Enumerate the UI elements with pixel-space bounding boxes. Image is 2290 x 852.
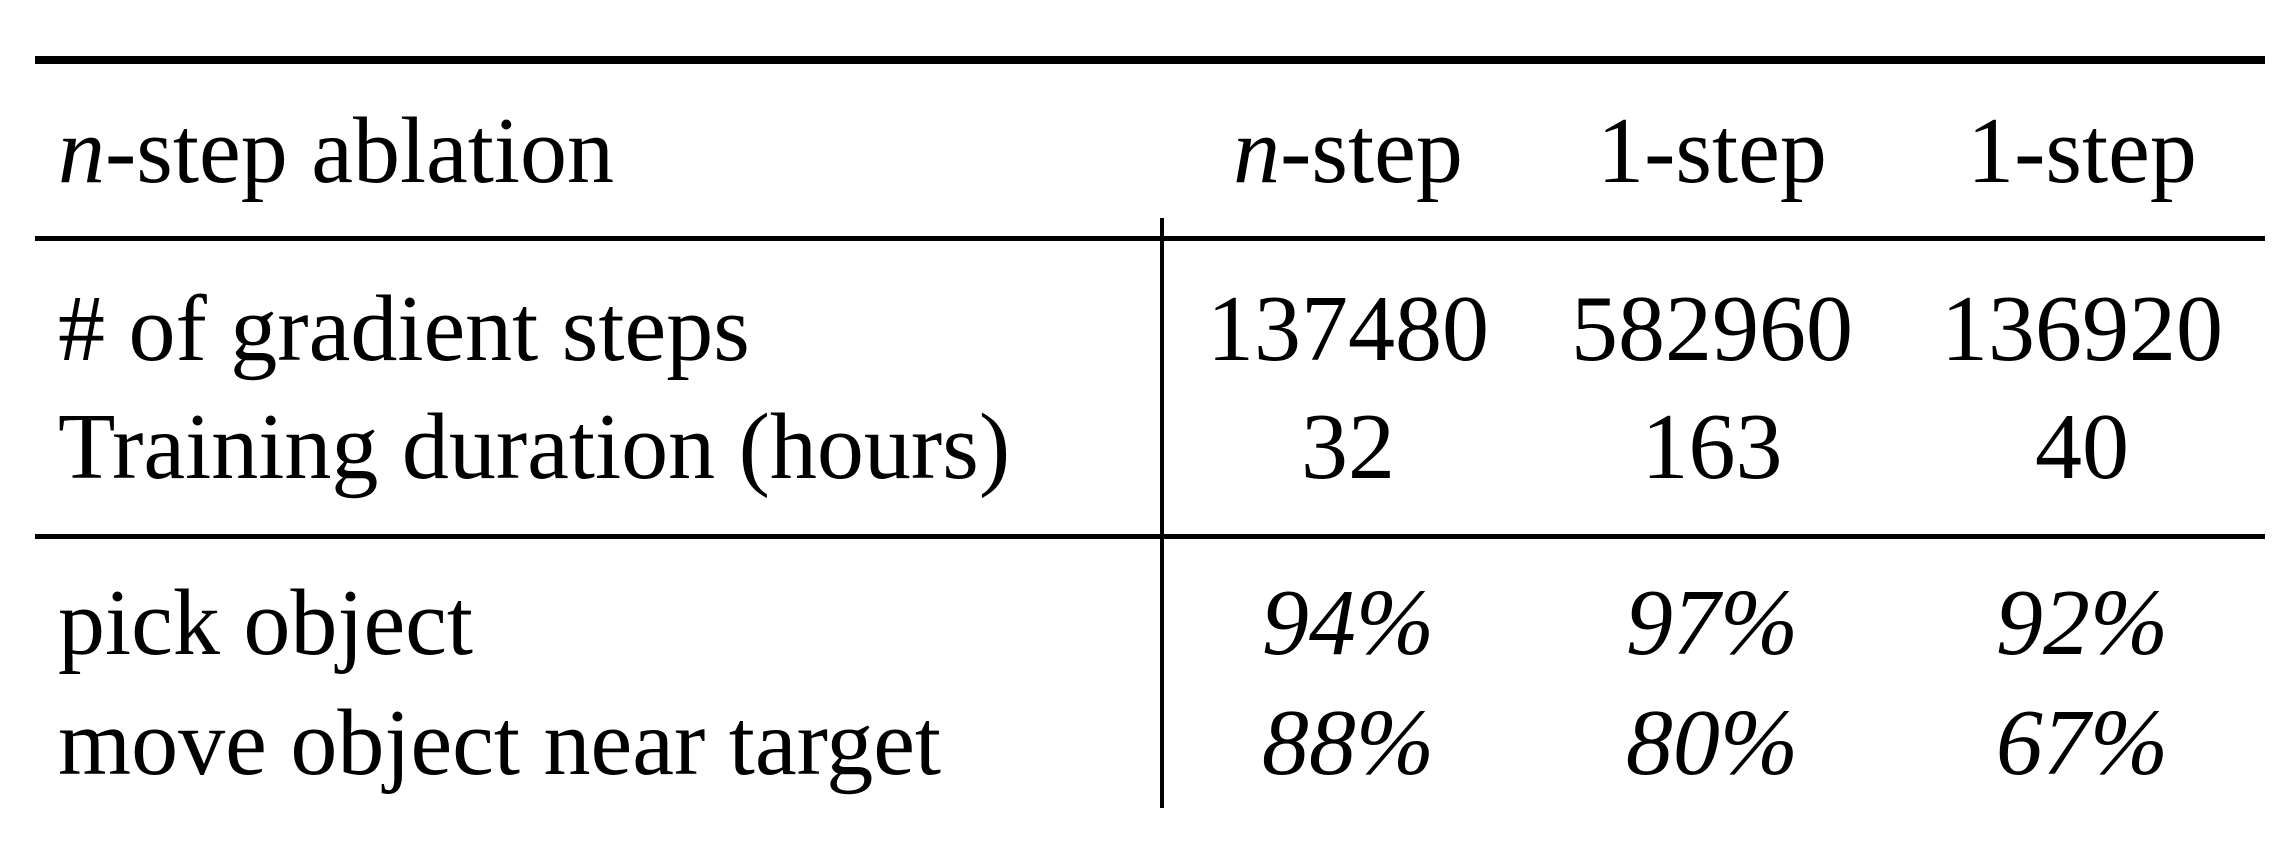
column-header-3: 1-step bbox=[1912, 104, 2252, 198]
row-label-training-duration: Training duration (hours) bbox=[58, 395, 1011, 499]
cell-pick-object-col3: 92% bbox=[1995, 571, 2169, 675]
row-label-gradient-steps: # of gradient steps bbox=[58, 277, 750, 381]
cell-training-duration-col2: 163 bbox=[1641, 395, 1783, 499]
cell-gradient-steps-col3: 136920 bbox=[1941, 277, 2223, 381]
table-header-rule bbox=[35, 236, 2265, 241]
table-top-rule bbox=[35, 56, 2265, 64]
cell-training-duration-col3: 40 bbox=[2035, 395, 2129, 499]
cell-pick-object-col1: 94% bbox=[1261, 571, 1435, 675]
cell-pick-object-col2: 97% bbox=[1625, 571, 1799, 675]
table-column-divider bbox=[1160, 218, 1164, 808]
cell-move-object-col3: 67% bbox=[1995, 691, 2169, 795]
cell-move-object-col2: 80% bbox=[1625, 691, 1799, 795]
row-label-pick-object: pick object bbox=[58, 571, 474, 675]
cell-gradient-steps-col2: 582960 bbox=[1571, 277, 1853, 381]
row-label-move-object: move object near target bbox=[58, 691, 942, 795]
table-title: n-step ablation bbox=[58, 104, 614, 198]
column-header-1-text: -step bbox=[1280, 99, 1463, 203]
table-title-text: -step ablation bbox=[105, 99, 615, 203]
cell-move-object-col1: 88% bbox=[1261, 691, 1435, 795]
column-header-1: n-step bbox=[1178, 104, 1518, 198]
cell-gradient-steps-col1: 137480 bbox=[1207, 277, 1489, 381]
column-header-1-variable: n bbox=[1233, 99, 1281, 203]
table-section-rule bbox=[35, 534, 2265, 539]
cell-training-duration-col1: 32 bbox=[1301, 395, 1395, 499]
table-title-variable: n bbox=[58, 99, 105, 203]
column-header-2: 1-step bbox=[1542, 104, 1882, 198]
column-header-3-text: 1-step bbox=[1967, 99, 2197, 203]
column-header-2-text: 1-step bbox=[1597, 99, 1827, 203]
